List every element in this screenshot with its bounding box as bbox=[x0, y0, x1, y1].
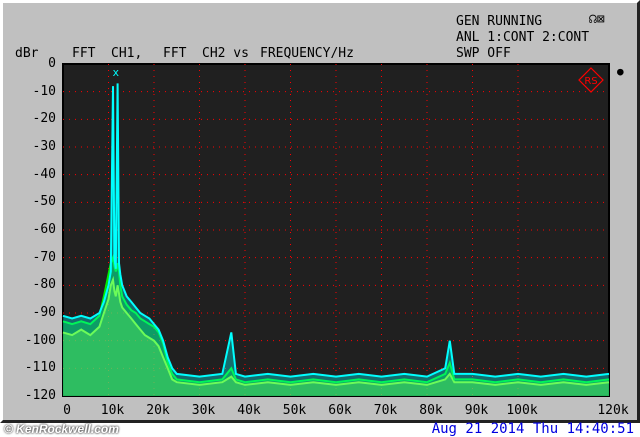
y-tick-label: -100 bbox=[24, 332, 56, 348]
title-part: CH2 vs bbox=[202, 46, 249, 61]
spectrum-plot: x RS bbox=[62, 63, 610, 397]
y-tick-label: -30 bbox=[32, 139, 56, 154]
y-tick-label: -90 bbox=[32, 305, 56, 320]
series-fill-1 bbox=[63, 257, 609, 396]
x-tick-label: 40k bbox=[237, 403, 261, 418]
y-tick-label: -110 bbox=[24, 360, 56, 376]
y-tick-label: -120 bbox=[24, 388, 56, 403]
peak-marker: x bbox=[112, 66, 119, 79]
timestamp: Aug 21 2014 Thu 14:40:51 bbox=[431, 421, 634, 437]
x-tick-label: 20k bbox=[146, 403, 170, 418]
y-tick-label: -50 bbox=[32, 194, 56, 210]
y-unit-label: dBr bbox=[15, 46, 39, 61]
x-tick-label: 80k bbox=[419, 403, 443, 418]
series-line-0 bbox=[62, 275, 610, 386]
knob-icon[interactable]: ● bbox=[617, 65, 624, 78]
x-tick-label: 50k bbox=[282, 403, 307, 418]
title-part: FREQUENCY/Hz bbox=[260, 46, 354, 61]
series-line-2 bbox=[62, 83, 610, 378]
x-tick-label: 90k bbox=[464, 403, 489, 418]
title-part: CH1, bbox=[111, 46, 143, 61]
x-tick-label: 0 bbox=[63, 403, 71, 418]
x-tick-label: 100k bbox=[506, 403, 538, 418]
x-tick-label: 30k bbox=[191, 403, 216, 418]
y-tick-label: -80 bbox=[32, 277, 56, 293]
status-gen: GEN RUNNING bbox=[456, 14, 543, 29]
y-tick-label: -20 bbox=[32, 111, 56, 127]
rs-logo bbox=[578, 67, 604, 93]
headphones-icon: ☊⊠ bbox=[589, 12, 605, 27]
y-tick-label: -60 bbox=[32, 222, 56, 237]
y-tick-label: 0 bbox=[48, 56, 56, 71]
y-tick-label: -40 bbox=[32, 166, 56, 182]
series-line-1 bbox=[62, 254, 610, 384]
y-tick-label: -10 bbox=[32, 83, 56, 99]
status-swp: SWP OFF bbox=[456, 46, 511, 61]
x-tick-label: 10k bbox=[100, 403, 125, 418]
y-tick-label: -70 bbox=[32, 249, 56, 265]
x-tick-label: 60k bbox=[328, 403, 352, 418]
x-tick-label: 120k bbox=[597, 403, 629, 418]
rs-logo-text: RS bbox=[584, 76, 597, 87]
title-part: FFT bbox=[72, 46, 96, 61]
watermark: © KenRockwell.com bbox=[4, 422, 119, 436]
x-tick-label: 70k bbox=[373, 403, 398, 418]
title-part: FFT bbox=[163, 46, 187, 61]
status-anl: ANL 1:CONT 2:CONT bbox=[456, 30, 590, 45]
